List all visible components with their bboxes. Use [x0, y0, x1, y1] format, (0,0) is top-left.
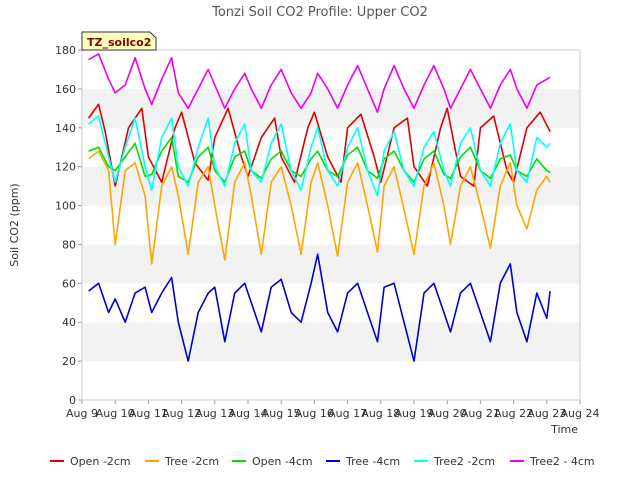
- badge-label: TZ_soilco2: [87, 36, 151, 49]
- y-tick-label: 80: [62, 238, 76, 251]
- legend-item: Tree -4cm: [326, 455, 400, 468]
- series-lines: [87, 53, 551, 362]
- series-line: [87, 103, 551, 187]
- y-tick-label: 100: [55, 200, 76, 213]
- grid-band: [82, 361, 580, 400]
- y-tick-label: 0: [69, 394, 76, 407]
- x-tick-label: Aug 21: [461, 407, 500, 420]
- x-tick-label: Aug 12: [162, 407, 201, 420]
- x-tick-label: Aug 20: [428, 407, 467, 420]
- x-tick-label: Aug 10: [96, 407, 135, 420]
- grid-band: [82, 244, 580, 284]
- y-tick-label: 40: [62, 316, 76, 329]
- legend-item: Open -2cm: [50, 455, 131, 468]
- series-line: [88, 253, 551, 362]
- legend-label: Tree2 -2cm: [433, 455, 495, 468]
- x-axis-label: Time: [550, 423, 578, 436]
- y-tick-label: 180: [55, 44, 76, 57]
- legend-label: Tree -4cm: [345, 455, 400, 468]
- series-line: [88, 115, 551, 197]
- x-tick-label: Aug 11: [129, 407, 168, 420]
- tz-badge: TZ_soilco2: [81, 31, 157, 51]
- x-tick-label: Aug 19: [395, 407, 434, 420]
- series-line: [88, 136, 551, 183]
- x-tick-label: Aug 24: [561, 407, 600, 420]
- y-tick-label: 60: [62, 277, 76, 290]
- x-tick-label: Aug 15: [262, 407, 301, 420]
- legend-label: Open -4cm: [252, 455, 313, 468]
- legend-item: Open -4cm: [232, 455, 313, 468]
- y-tick-label: 140: [55, 122, 76, 135]
- y-tick-label: 120: [55, 161, 76, 174]
- legend-item: Tree2 - 4cm: [510, 455, 595, 468]
- x-tick-label: Aug 13: [195, 407, 234, 420]
- series-line: [88, 150, 551, 265]
- legend-label: Tree -2cm: [164, 455, 219, 468]
- x-tick-label: Aug 17: [328, 407, 367, 420]
- legend-label: Open -2cm: [70, 455, 131, 468]
- legend-item: Tree -2cm: [145, 455, 219, 468]
- legend: Open -2cm Tree -2cm Open -4cm Tree -4cm Tree…: [50, 455, 595, 468]
- grid-band: [82, 50, 580, 89]
- x-tick-label: Aug 22: [494, 407, 533, 420]
- chart-title: Tonzi Soil CO2 Profile: Upper CO2: [211, 5, 428, 20]
- badge-box: [81, 31, 157, 51]
- y-axis-ticks: 0 20 40 60 80 100 120 140 160 180: [55, 44, 82, 407]
- y-axis-label: Soil CO2 (ppm): [8, 183, 21, 266]
- y-tick-label: 20: [62, 355, 76, 368]
- legend-item: Tree2 -2cm: [414, 455, 495, 468]
- grid-band: [82, 322, 580, 362]
- x-tick-label: Aug 23: [527, 407, 566, 420]
- x-tick-label: Aug 14: [229, 407, 268, 420]
- x-tick-label: Aug 9: [66, 407, 98, 420]
- series-line: [88, 53, 551, 113]
- x-tick-label: Aug 18: [361, 407, 400, 420]
- y-tick-label: 160: [55, 83, 76, 96]
- x-tick-label: Aug 16: [295, 407, 334, 420]
- plot-frame: [81, 49, 581, 401]
- legend-label: Tree2 - 4cm: [529, 455, 595, 468]
